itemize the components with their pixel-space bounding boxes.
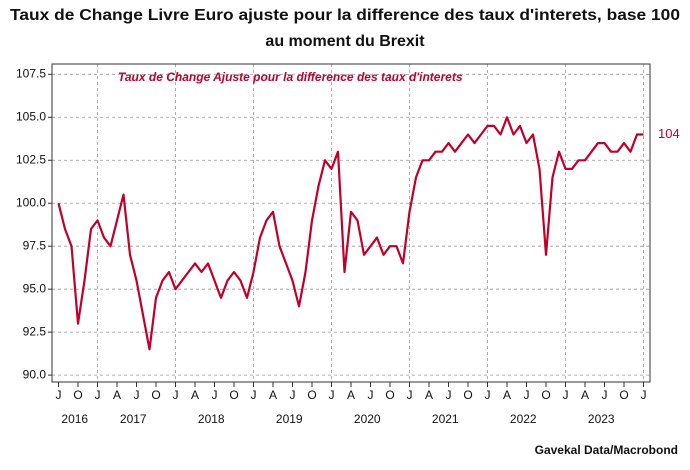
x-tick-label: J <box>329 388 335 402</box>
x-tick-label: O <box>385 388 394 402</box>
x-tick-label: O <box>151 388 160 402</box>
year-label: 2016 <box>61 412 88 426</box>
x-tick-label: O <box>307 388 316 402</box>
chart-title: au moment du Brexit <box>265 33 425 50</box>
x-tick-label: J <box>251 388 257 402</box>
x-tick-label: O <box>619 388 628 402</box>
value-label: 104 <box>658 126 680 141</box>
source: Gavekal Data/Macrobond <box>535 443 678 457</box>
x-tick-label: J <box>407 388 413 402</box>
plot-frame <box>51 63 651 383</box>
year-label: 2021 <box>432 412 459 426</box>
y-tick-label: 100.0 <box>16 195 46 209</box>
x-tick-label: J <box>212 388 218 402</box>
x-tick-label: J <box>602 388 608 402</box>
year-label: 2023 <box>588 412 615 426</box>
x-tick-label: O <box>463 388 472 402</box>
legend-label: Taux de Change Ajuste pour la difference… <box>118 70 463 84</box>
y-tick-label: 95.0 <box>23 281 47 295</box>
x-tick-label: J <box>290 388 296 402</box>
y-tick-label: 90.0 <box>23 367 47 381</box>
x-tick-label: O <box>541 388 550 402</box>
x-tick-label: J <box>134 388 140 402</box>
y-tick-label: 107.5 <box>16 66 46 80</box>
y-tick-label: 105.0 <box>16 109 46 123</box>
x-tick-label: J <box>446 388 452 402</box>
year-label: 2017 <box>120 412 147 426</box>
x-tick-label: J <box>524 388 530 402</box>
x-tick-label: A <box>425 388 433 402</box>
x-tick-label: A <box>191 388 199 402</box>
y-tick-label: 97.5 <box>23 238 47 252</box>
series-line <box>57 116 644 351</box>
y-tick-label: 102.5 <box>16 152 46 166</box>
x-tick-label: J <box>173 388 179 402</box>
x-tick-label: J <box>56 388 62 402</box>
x-tick-label: A <box>347 388 355 402</box>
year-label: 2018 <box>198 412 225 426</box>
x-tick-label: A <box>269 388 277 402</box>
year-label: 2019 <box>276 412 303 426</box>
x-tick-label: J <box>485 388 491 402</box>
x-tick-label: O <box>73 388 82 402</box>
chart-title: Taux de Change Livre Euro ajuste pour la… <box>10 7 680 24</box>
year-label: 2020 <box>354 412 381 426</box>
year-label: 2022 <box>510 412 537 426</box>
x-tick-label: J <box>368 388 374 402</box>
x-tick-label: A <box>503 388 511 402</box>
y-tick-label: 92.5 <box>23 324 47 338</box>
x-tick-label: J <box>563 388 569 402</box>
x-tick-label: J <box>95 388 101 402</box>
x-tick-label: J <box>641 388 647 402</box>
x-tick-label: A <box>113 388 121 402</box>
x-tick-label: A <box>581 388 589 402</box>
x-tick-label: O <box>229 388 238 402</box>
